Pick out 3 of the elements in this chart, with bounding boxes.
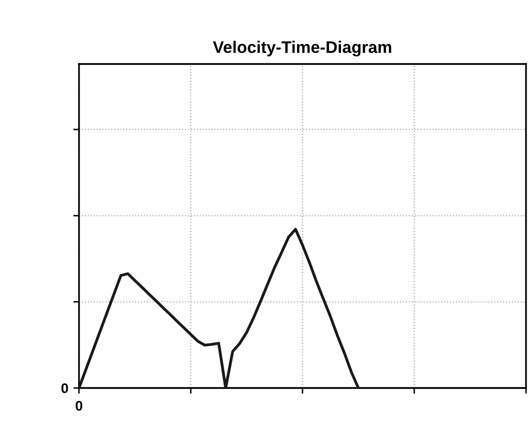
chart-title: Velocity-Time-Diagram xyxy=(212,40,392,56)
text: 0 xyxy=(76,400,82,411)
text: 0 xyxy=(61,383,68,394)
